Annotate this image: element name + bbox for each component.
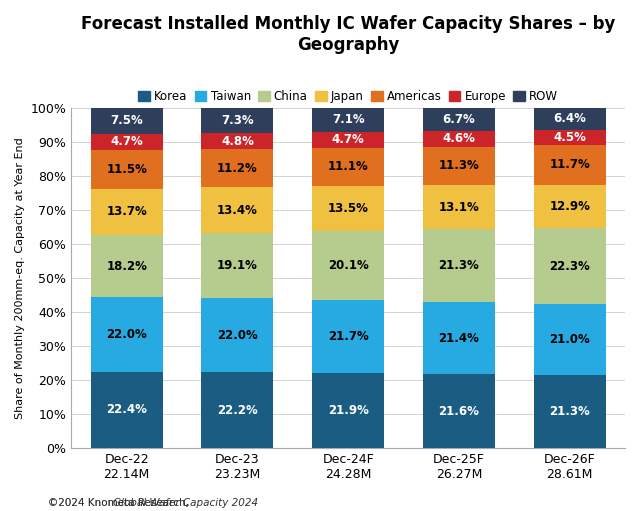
Text: 7.5%: 7.5% [110, 114, 143, 127]
Text: 11.7%: 11.7% [549, 158, 590, 171]
Text: 11.2%: 11.2% [217, 162, 258, 175]
Text: 7.1%: 7.1% [332, 113, 364, 126]
Bar [423, 375, 495, 448]
Text: 21.3%: 21.3% [549, 405, 590, 418]
Bar [91, 150, 163, 189]
Text: 20.1%: 20.1% [328, 259, 369, 272]
Text: 21.7%: 21.7% [328, 330, 369, 343]
Bar [91, 133, 163, 150]
Bar [423, 302, 495, 375]
Text: 4.8%: 4.8% [221, 134, 254, 148]
Bar [312, 132, 384, 148]
Text: 7.3%: 7.3% [221, 114, 253, 127]
Text: 21.4%: 21.4% [438, 332, 479, 344]
Text: 11.1%: 11.1% [328, 160, 369, 173]
Text: 11.5%: 11.5% [106, 162, 147, 176]
Text: 13.5%: 13.5% [328, 202, 369, 215]
Bar [423, 131, 495, 147]
Text: 4.5%: 4.5% [553, 131, 586, 144]
Bar [91, 371, 163, 448]
Bar [202, 233, 273, 298]
Bar [534, 304, 605, 376]
Bar [312, 148, 384, 185]
Bar [312, 231, 384, 300]
Bar [202, 298, 273, 373]
Bar [202, 373, 273, 448]
Text: 21.0%: 21.0% [549, 333, 590, 346]
Text: ©2024 Knometa Research,: ©2024 Knometa Research, [48, 498, 192, 508]
Text: 13.4%: 13.4% [217, 203, 258, 217]
Bar [91, 235, 163, 297]
Text: 22.2%: 22.2% [217, 404, 258, 416]
Bar [534, 228, 605, 304]
Bar [312, 108, 384, 132]
Text: 21.6%: 21.6% [438, 405, 479, 417]
Bar [534, 376, 605, 448]
Bar [202, 108, 273, 133]
Bar [202, 149, 273, 187]
Text: 4.6%: 4.6% [442, 132, 476, 145]
Text: Global Wafer Capacity 2024: Global Wafer Capacity 2024 [113, 498, 258, 508]
Bar [534, 129, 605, 145]
Text: 22.3%: 22.3% [549, 260, 590, 273]
Bar [534, 145, 605, 184]
Text: 22.0%: 22.0% [106, 328, 147, 341]
Text: 13.7%: 13.7% [106, 205, 147, 218]
Bar [202, 187, 273, 233]
Text: 4.7%: 4.7% [332, 133, 365, 146]
Text: ©2024 Knometa Research,: ©2024 Knometa Research, [48, 498, 192, 508]
Bar [534, 108, 605, 129]
Y-axis label: Share of Monthly 200mm-eq. Capacity at Year End: Share of Monthly 200mm-eq. Capacity at Y… [15, 137, 25, 419]
Text: 4.7%: 4.7% [110, 135, 143, 148]
Bar [423, 147, 495, 185]
Bar [312, 185, 384, 231]
Bar [91, 297, 163, 371]
Text: 21.3%: 21.3% [438, 259, 479, 272]
Text: 6.7%: 6.7% [442, 113, 476, 126]
Text: 22.0%: 22.0% [217, 329, 258, 341]
Bar [312, 300, 384, 374]
Text: 22.4%: 22.4% [106, 403, 147, 416]
Text: 19.1%: 19.1% [217, 259, 258, 272]
Text: 18.2%: 18.2% [106, 260, 147, 272]
Bar [423, 229, 495, 302]
Text: ©2024 Knometa Research, Global Wafer Capacity 2024: ©2024 Knometa Research, Global Wafer Cap… [49, 498, 339, 508]
Bar [312, 374, 384, 448]
Text: 6.4%: 6.4% [553, 112, 586, 125]
Text: 12.9%: 12.9% [549, 200, 590, 213]
Bar [423, 108, 495, 131]
Bar [534, 184, 605, 228]
Text: 11.3%: 11.3% [438, 159, 479, 172]
Bar [91, 108, 163, 133]
Bar [202, 133, 273, 149]
Legend: Korea, Taiwan, China, Japan, Americas, Europe, ROW: Korea, Taiwan, China, Japan, Americas, E… [134, 85, 563, 108]
Bar [423, 185, 495, 229]
Text: 13.1%: 13.1% [438, 201, 479, 214]
Title: Forecast Installed Monthly IC Wafer Capacity Shares – by
Geography: Forecast Installed Monthly IC Wafer Capa… [81, 15, 615, 54]
Bar [91, 189, 163, 235]
Text: 21.9%: 21.9% [328, 404, 369, 417]
